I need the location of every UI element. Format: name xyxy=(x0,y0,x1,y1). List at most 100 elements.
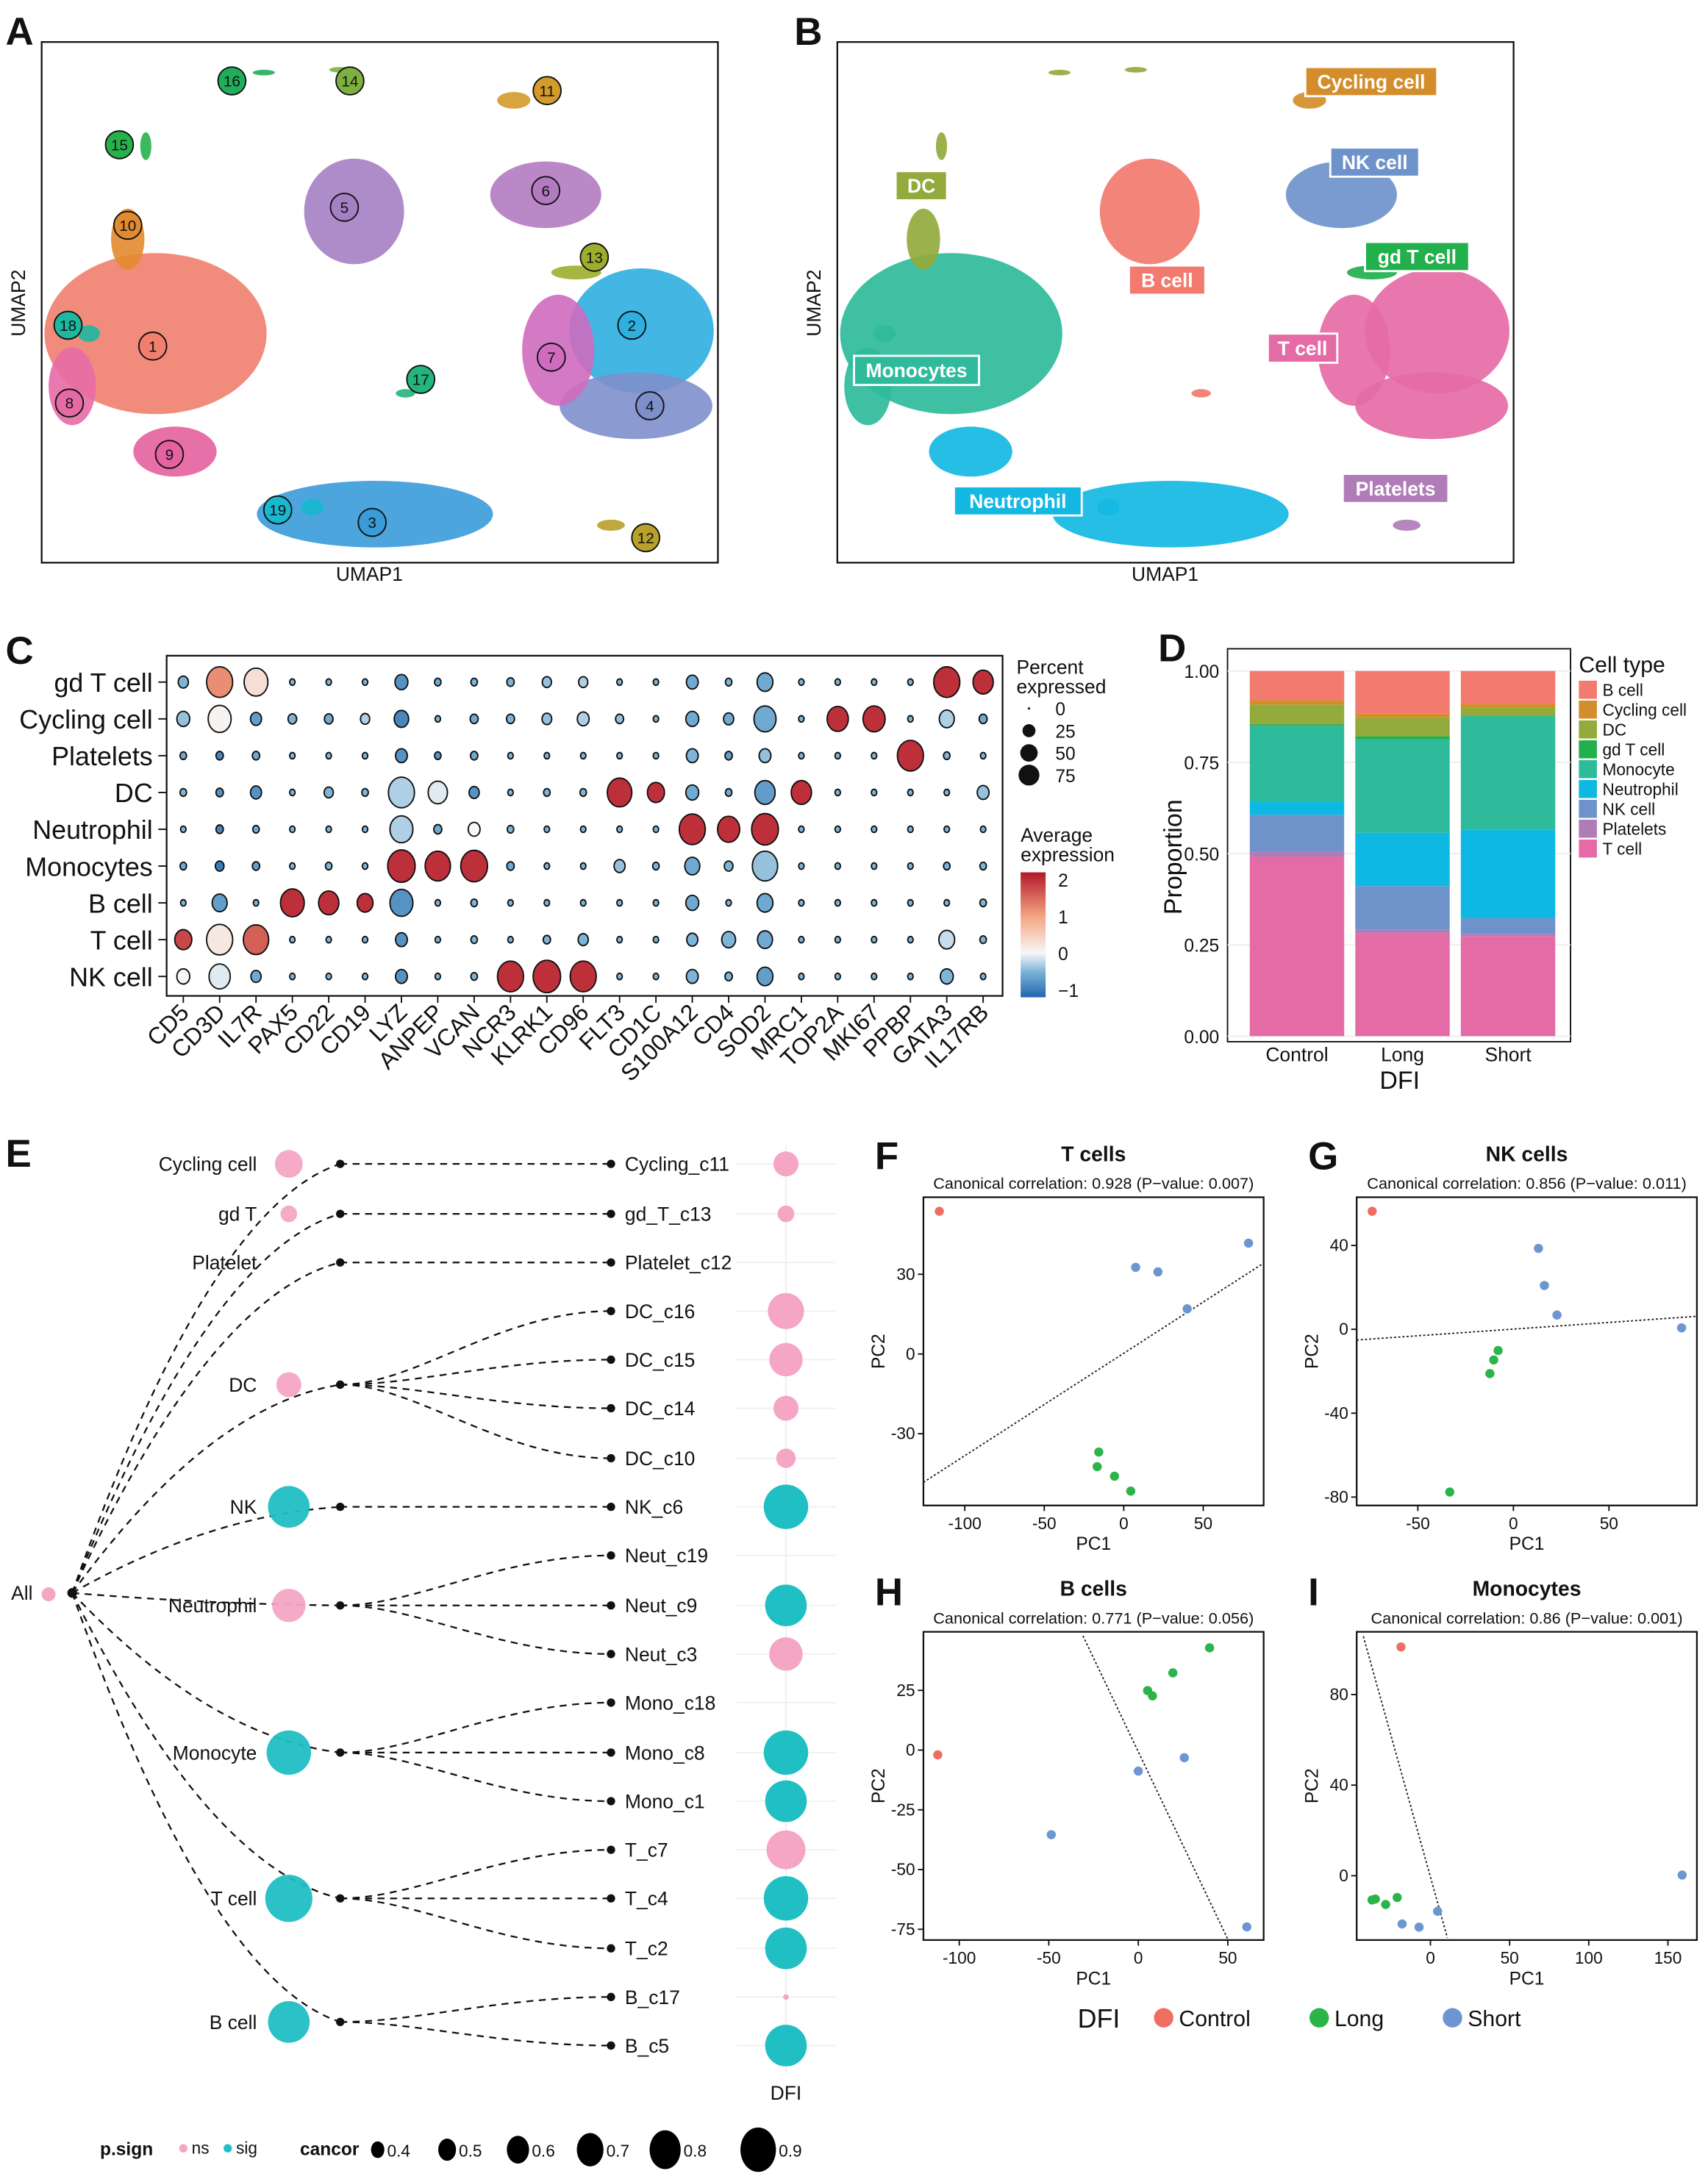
point-long xyxy=(1093,1462,1102,1472)
cluster-18-label: 18 xyxy=(60,318,76,335)
dot-Platelets-TOP2A xyxy=(834,751,841,760)
dot-T-cell-IL17RB xyxy=(979,934,987,945)
panel-label-E: E xyxy=(6,1132,32,1176)
point-short xyxy=(1540,1281,1549,1290)
cluster-18-cells xyxy=(77,325,100,343)
plot-title: T cells xyxy=(1061,1142,1126,1166)
cancor-legend-dot xyxy=(438,2138,457,2161)
root-node xyxy=(67,1588,77,1598)
cluster-7-marker xyxy=(536,343,566,372)
dot-gd-T-cell-TOP2A xyxy=(834,678,841,687)
dot-Cycling-cell-CD3D xyxy=(207,704,232,734)
celltype-cells xyxy=(1124,67,1147,73)
celltype-cells xyxy=(873,325,896,343)
celltype-cells xyxy=(907,208,940,270)
dfi-column-label: DFI xyxy=(771,2082,802,2104)
dot-Neutrophil-LYZ xyxy=(389,815,414,844)
dot-gd-T-cell-LYZ xyxy=(394,673,409,691)
legend-title: Cell type xyxy=(1579,654,1665,678)
dot-T-cell-CD96 xyxy=(577,933,590,947)
group-cancor-dot-NK xyxy=(268,1486,310,1528)
dot-Neutrophil-SOD2 xyxy=(751,812,779,846)
legend-label: Monocyte xyxy=(1602,760,1674,779)
plot-frame xyxy=(922,1631,1265,1942)
point-long xyxy=(1445,1487,1455,1497)
dot-B-cell-CD1C xyxy=(652,898,660,907)
bar-segment-Control-DC xyxy=(1249,704,1345,725)
leaf-label: gd_T_c13 xyxy=(625,1203,712,1226)
cluster-5-label: 5 xyxy=(340,199,349,216)
y-axis-label: PC2 xyxy=(869,1334,889,1369)
celltype-cells xyxy=(929,426,1012,477)
y-axis-label: PC2 xyxy=(1302,1768,1322,1803)
celltype-label-box xyxy=(1266,332,1339,364)
point-long xyxy=(1393,1892,1402,1903)
dot-Cycling-cell-CD4 xyxy=(723,712,735,726)
dot-DC-CD22 xyxy=(323,786,335,799)
group-label: Platelet xyxy=(192,1252,257,1274)
dfi-cancor-dot-NK_c6 xyxy=(763,1484,809,1529)
cluster-14-marker xyxy=(335,66,365,96)
dot-Platelets-VCAN xyxy=(469,751,479,761)
group-node xyxy=(336,2017,345,2026)
dot-Neutrophil-TOP2A xyxy=(834,825,841,834)
dot-T-cell-GATA3 xyxy=(937,929,956,950)
celltype-label-box xyxy=(1304,65,1439,98)
panel-label-H: H xyxy=(875,1571,903,1614)
y-tick-label: 40 xyxy=(1330,1775,1348,1795)
plot-subtitle: Canonical correlation: 0.928 (P−value: 0… xyxy=(933,1174,1254,1192)
dot-T-cell-KLRK1 xyxy=(542,934,551,945)
dot-T-cell-CD1C xyxy=(652,935,660,944)
leaf-label: Neut_c19 xyxy=(625,1545,708,1567)
dot-T-cell-PPBP xyxy=(907,935,914,944)
dfi-legend-dot-control xyxy=(1154,2008,1173,2028)
dot-Cycling-cell-CD96 xyxy=(576,711,590,727)
dot-NK-cell-IL17RB xyxy=(979,972,987,981)
y-tick-label: 40 xyxy=(1330,1236,1348,1255)
dot-DC-IL17RB xyxy=(976,784,990,801)
size-legend-label: 75 xyxy=(1055,767,1075,787)
cancor-legend-dot xyxy=(649,2130,681,2170)
point-control xyxy=(1368,1206,1377,1216)
group-label: T cell xyxy=(211,1888,257,1910)
celltype-label-box xyxy=(953,485,1083,517)
plot-subtitle: Canonical correlation: 0.771 (P−value: 0… xyxy=(933,1609,1254,1627)
cluster-11-marker xyxy=(532,76,562,106)
dot-NK-cell-FLT3 xyxy=(616,972,623,981)
dot-DC-TOP2A xyxy=(834,788,841,797)
tree-edge xyxy=(340,1897,611,1950)
dfi-cancor-dot-T_c7 xyxy=(766,1830,806,1870)
legend-label: Neutrophil xyxy=(1602,780,1678,799)
dot-Monocytes-MRC1 xyxy=(798,862,805,870)
dot-gd-T-cell-SOD2 xyxy=(756,672,774,693)
dot-DC-LYZ xyxy=(387,776,415,809)
dot-gd-T-cell-GATA3 xyxy=(933,666,961,698)
plot-frame xyxy=(922,1196,1265,1506)
dot-Neutrophil-NCR3 xyxy=(506,824,515,834)
dot-NK-cell-CD3D xyxy=(208,963,232,990)
y-axis-label: Proportion xyxy=(1159,799,1187,915)
group-label: DC xyxy=(229,1374,257,1396)
dfi-cancor-dot-Cycling_c11 xyxy=(773,1151,798,1177)
celltype-label-box xyxy=(1329,146,1421,178)
x-axis-label: DFI xyxy=(1379,1067,1420,1095)
canonical-fit-line xyxy=(923,1262,1264,1484)
cluster-2-label: 2 xyxy=(628,318,637,335)
point-short xyxy=(1677,1870,1687,1880)
celltype-label: Neutrophil xyxy=(969,490,1066,512)
dot-T-cell-MRC1 xyxy=(798,935,805,944)
bar-segment-Long-Neutrophil xyxy=(1355,832,1450,887)
size-legend-dot xyxy=(1020,744,1038,762)
leaf-node xyxy=(607,1845,615,1854)
dot-NK-cell-KLRK1 xyxy=(532,959,562,994)
plot-title: Monocytes xyxy=(1473,1578,1582,1601)
cluster-15-label: 15 xyxy=(111,137,128,154)
group-cancor-dot-Neutrophil xyxy=(272,1589,306,1623)
dot-Monocytes-SOD2 xyxy=(751,850,779,882)
legend-swatch xyxy=(1579,700,1597,719)
panel-label-B: B xyxy=(794,10,822,54)
dot-Monocytes-PPBP xyxy=(907,862,914,870)
dot-Monocytes-TOP2A xyxy=(834,862,841,870)
cancor-legend-label: 0.6 xyxy=(532,2142,555,2161)
size-legend-dot xyxy=(1022,724,1036,737)
